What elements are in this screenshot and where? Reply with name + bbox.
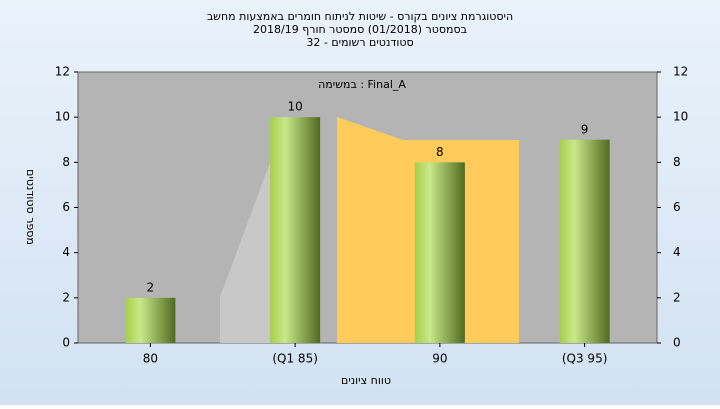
annotation: במשימה : Final_A bbox=[318, 78, 406, 91]
y-axis-label: מספר סטודנטים bbox=[24, 169, 37, 245]
y-tick-label: 4 bbox=[62, 245, 70, 259]
y2-tick-label: 6 bbox=[673, 200, 681, 214]
bar bbox=[125, 297, 176, 343]
y-tick-label: 10 bbox=[55, 110, 70, 124]
y2-tick-label: 10 bbox=[673, 110, 688, 124]
bar bbox=[414, 162, 465, 343]
bar bbox=[270, 117, 321, 344]
x-tick-label: (Q1 85) bbox=[272, 352, 318, 366]
y-tick-label: 8 bbox=[62, 155, 70, 169]
y2-tick-label: 0 bbox=[673, 336, 681, 350]
data-label: 9 bbox=[581, 122, 589, 136]
y-tick-label: 12 bbox=[55, 65, 70, 79]
x-axis-label: טווח ציונים bbox=[341, 374, 391, 387]
y-tick-label: 6 bbox=[62, 200, 70, 214]
x-tick-label: 80 bbox=[143, 352, 158, 366]
y-tick-label: 0 bbox=[62, 336, 70, 350]
data-label: 10 bbox=[287, 100, 302, 114]
y-tick-label: 2 bbox=[62, 290, 70, 304]
y2-tick-label: 8 bbox=[673, 155, 681, 169]
title: היסטוגרמת ציונים בקורס - שיטות לניתוח חו… bbox=[207, 10, 513, 23]
bar bbox=[559, 139, 610, 343]
subtitle: סטודנטים רשומים - 32 bbox=[306, 36, 413, 49]
data-label: 2 bbox=[147, 280, 155, 294]
x-tick-label: (Q3 95) bbox=[562, 352, 608, 366]
y2-tick-label: 4 bbox=[673, 245, 681, 259]
data-label: 8 bbox=[436, 145, 444, 159]
y2-tick-label: 12 bbox=[673, 65, 688, 79]
x-tick-label: 90 bbox=[432, 352, 447, 366]
subtitle: בסמסטר (01/2018) סמסטר חורף 2018/19 bbox=[253, 23, 467, 36]
y2-tick-label: 2 bbox=[673, 290, 681, 304]
